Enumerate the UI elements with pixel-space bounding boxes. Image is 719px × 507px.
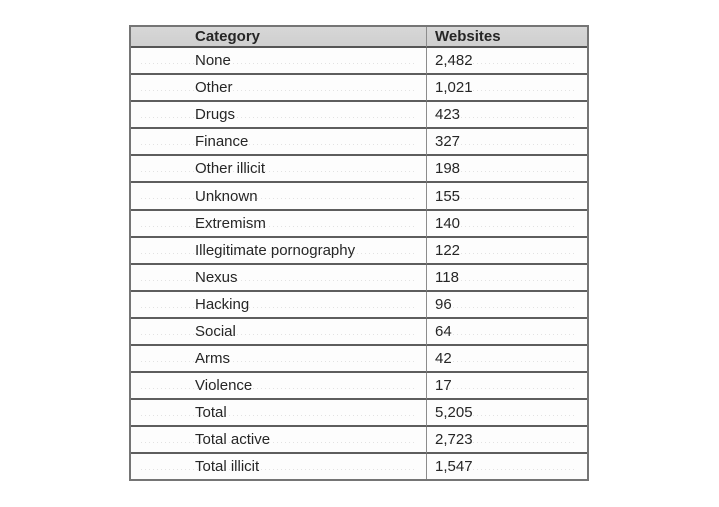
category-cell: Nexus [131,264,427,292]
category-cell: Social [131,318,427,347]
category-cell: Total active [131,427,427,455]
websites-cell: 2,723 [427,427,587,455]
websites-cell: 155 [427,183,587,211]
table-row: Violence 17 [131,373,587,401]
table-row: Total 5,205 [131,400,587,428]
table-row: Unknown 155 [131,183,587,211]
websites-cell: 118 [427,264,587,292]
websites-cell: 2,482 [427,48,587,76]
category-cell: Drugs [131,102,427,130]
column-header-websites: Websites [427,27,587,48]
table-row: Other illicit 198 [131,156,587,184]
table-row: Extremism 140 [131,210,587,238]
websites-cell: 64 [427,318,587,347]
table-row: Other 1,021 [131,75,587,103]
category-cell: Other [131,75,427,103]
websites-cell: 96 [427,291,587,319]
websites-cell: 140 [427,210,587,238]
category-cell: Total illicit [131,454,427,479]
category-websites-table: Category Websites None 2,482 Other 1,021 Dru… [129,25,589,481]
websites-cell: 1,547 [427,454,587,479]
category-cell: Finance [131,129,427,157]
category-cell: Extremism [131,210,427,238]
table-row: Total illicit 1,547 [131,454,587,479]
category-cell: Other illicit [131,156,427,184]
category-cell: None [131,48,427,76]
websites-cell: 1,021 [427,75,587,103]
table-row: Drugs 423 [131,102,587,130]
table-row: Illegitimate pornography 122 [131,237,587,265]
websites-cell: 42 [427,346,587,374]
table-row: Nexus 118 [131,264,587,292]
category-cell: Hacking [131,291,427,319]
table-row: None 2,482 [131,48,587,76]
category-cell: Total [131,400,427,428]
column-header-category: Category [131,27,427,48]
websites-cell: 423 [427,102,587,130]
websites-cell: 327 [427,129,587,157]
table-row: Total active 2,723 [131,427,587,455]
table-row: Social 64 [131,318,587,347]
table-row: Arms 42 [131,346,587,374]
category-cell: Unknown [131,183,427,211]
websites-cell: 122 [427,237,587,265]
table-row: Finance 327 [131,129,587,157]
websites-cell: 17 [427,373,587,401]
category-cell: Illegitimate pornography [131,237,427,265]
table-body: None 2,482 Other 1,021 Drugs 423 Finance 327 Oth… [131,48,587,479]
header-row: Category Websites [131,27,587,48]
table-row: Hacking 96 [131,291,587,319]
category-cell: Violence [131,373,427,401]
websites-cell: 198 [427,156,587,184]
category-cell: Arms [131,346,427,374]
websites-cell: 5,205 [427,400,587,428]
